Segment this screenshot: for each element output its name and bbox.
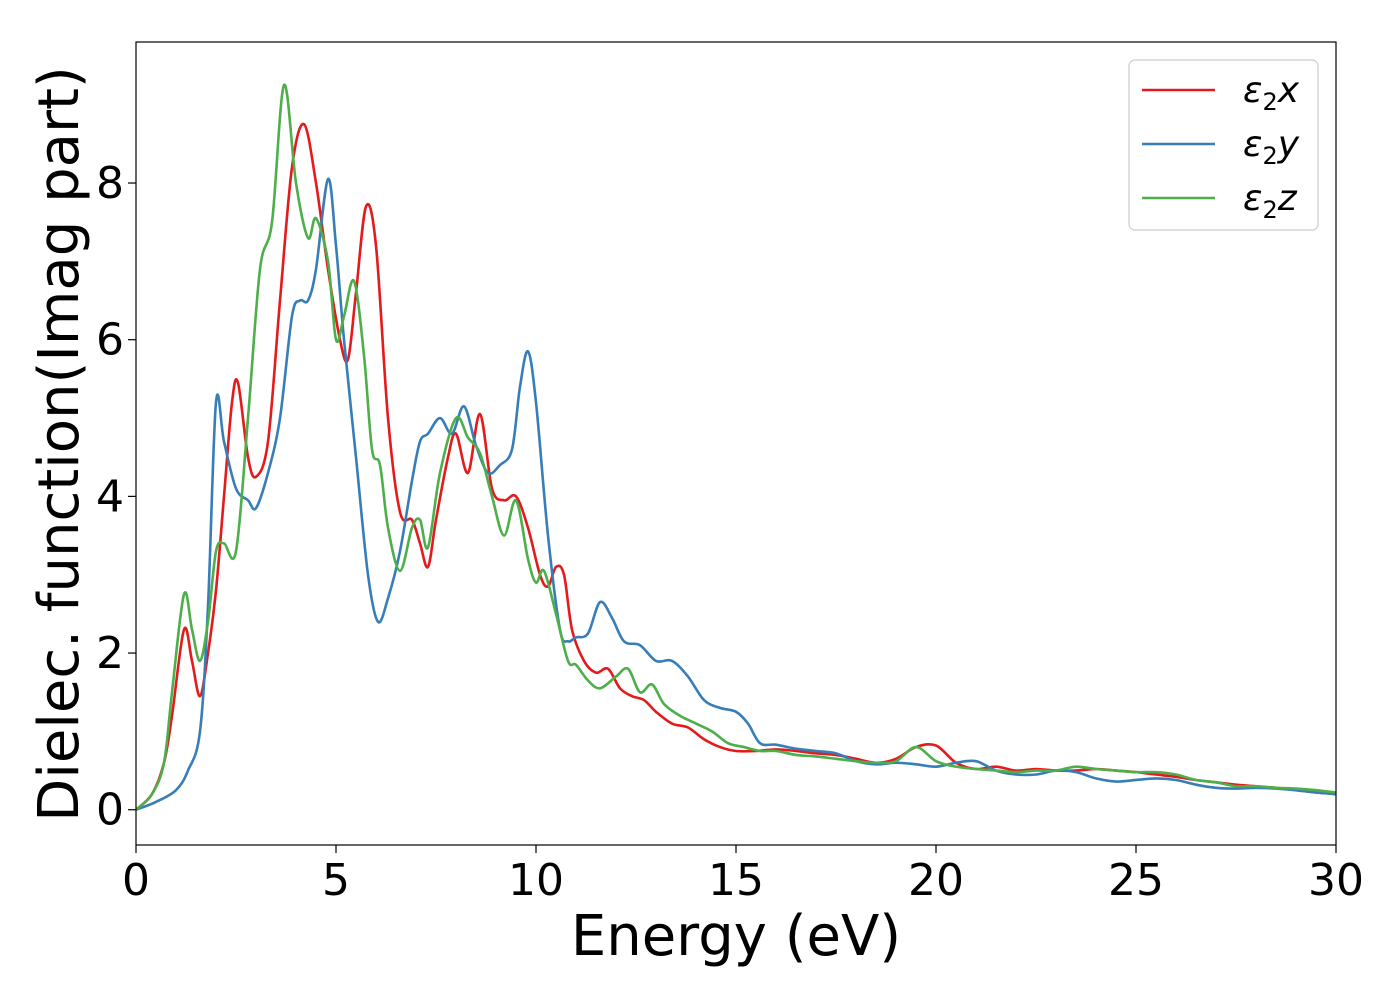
legend-box: [1128, 59, 1319, 231]
legend-label: ε2y: [1243, 124, 1300, 170]
legend-label: ε2x: [1243, 70, 1300, 116]
series-line-3: [136, 83, 1336, 811]
series-line-2: [136, 177, 1336, 811]
x-axis-label: Energy (eV): [571, 904, 901, 969]
x-tick-label: 10: [508, 855, 564, 906]
x-tick-label: 20: [908, 855, 964, 906]
x-tick-label: 0: [122, 855, 150, 906]
y-tick-label: 6: [96, 315, 124, 366]
x-axis-ticks: 0 5 10 15 20 25 30: [122, 845, 1364, 906]
x-tick-label: 30: [1308, 855, 1364, 906]
series-line-1: [136, 122, 1336, 811]
y-tick-label: 4: [96, 471, 124, 522]
series-layer: [136, 83, 1336, 811]
legend-label: ε2z: [1243, 178, 1298, 224]
y-tick-label: 8: [96, 158, 124, 209]
legend: ε2x ε2y ε2z: [1128, 59, 1319, 231]
x-tick-label: 15: [708, 855, 764, 906]
y-tick-label: 0: [96, 785, 124, 836]
x-tick-label: 25: [1108, 855, 1164, 906]
x-tick-label: 5: [322, 855, 350, 906]
y-axis-ticks: 0 2 4 6 8: [96, 158, 136, 836]
y-tick-label: 2: [96, 628, 124, 679]
y-axis-label: Dielec. function(Imag part): [27, 66, 92, 822]
